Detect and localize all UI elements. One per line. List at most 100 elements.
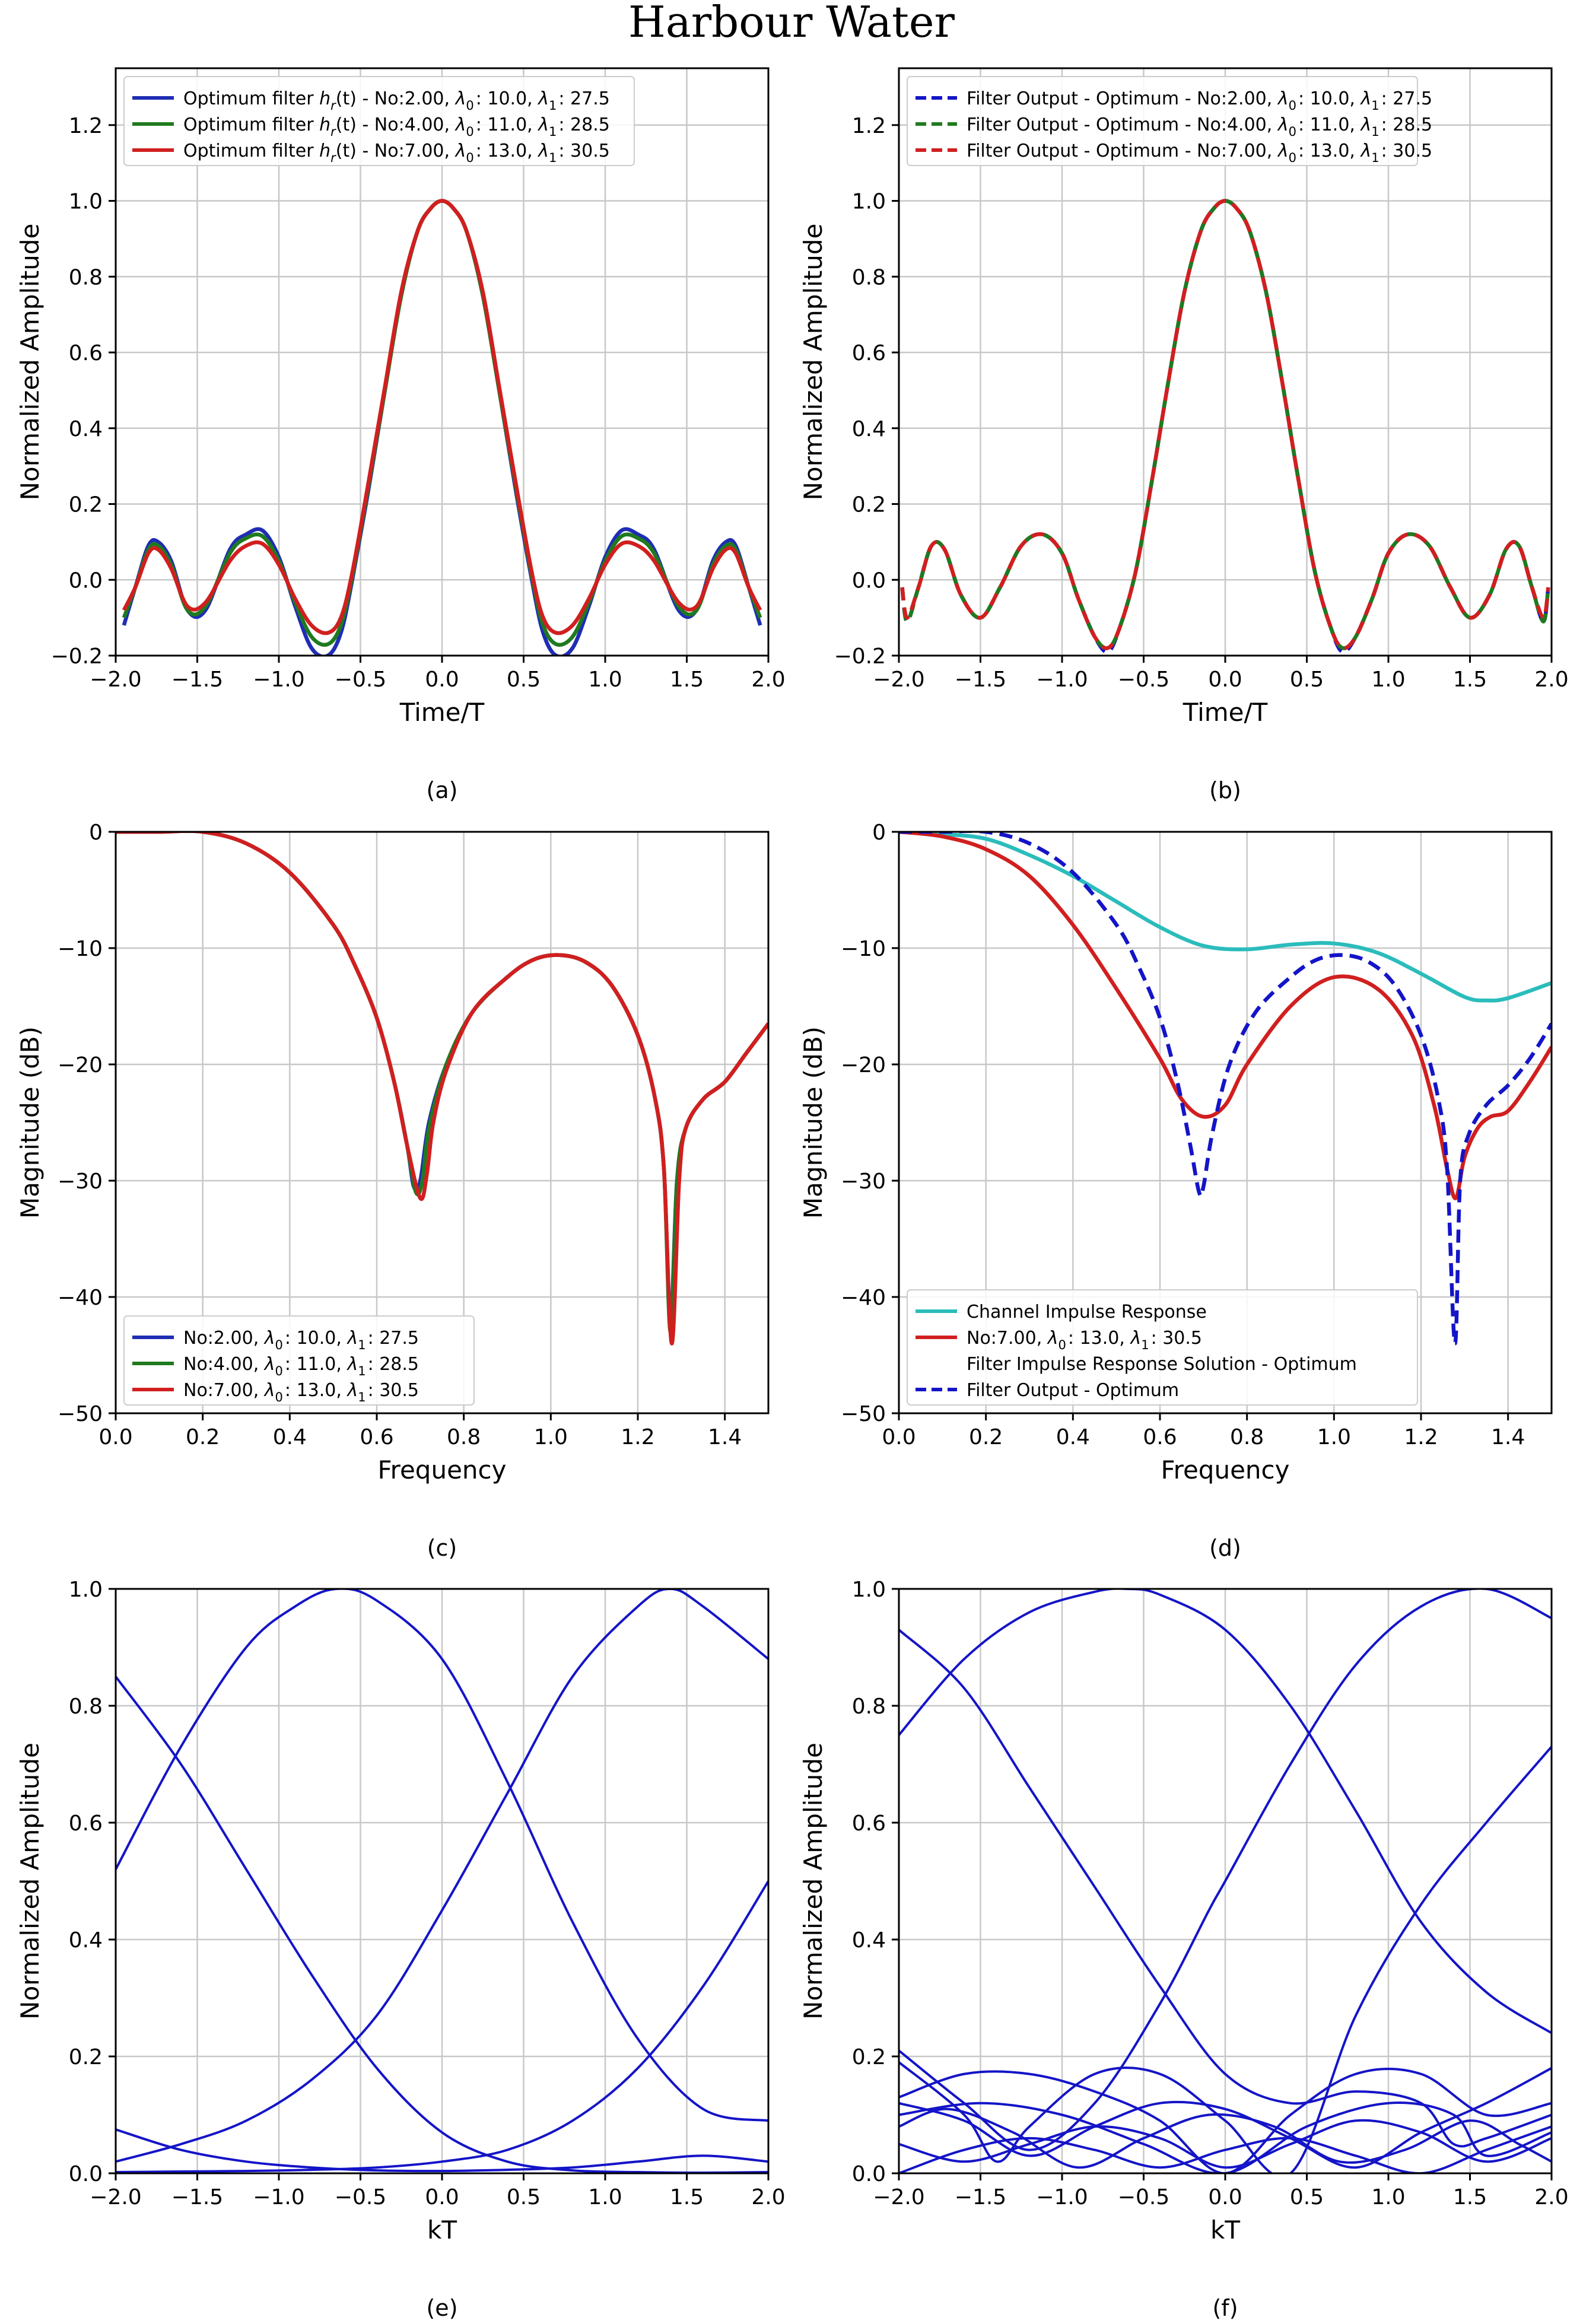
legend-box xyxy=(907,1289,1418,1406)
y-tick-label: 1.0 xyxy=(852,190,886,214)
y-tick-label: −50 xyxy=(58,1402,103,1426)
series-line-f-3 xyxy=(899,1589,1552,2151)
legend-label: Channel Impulse Response xyxy=(967,1302,1207,1322)
y-tick-label: 0.0 xyxy=(69,568,103,593)
axes-frame xyxy=(115,831,770,1414)
panel-caption: (c) xyxy=(427,1535,457,1561)
series-line-e-5 xyxy=(116,1880,768,2173)
x-tick-label: −2.0 xyxy=(90,2185,141,2209)
x-tick-label: 1.4 xyxy=(708,1425,742,1449)
series-group xyxy=(122,199,762,656)
y-tick-label: 0 xyxy=(89,821,103,845)
x-tick-label: −1.0 xyxy=(253,2185,304,2209)
x-tick-label: 0.8 xyxy=(447,1425,481,1449)
x-tick-label: 1.4 xyxy=(1491,1425,1525,1449)
x-tick-label: 0.5 xyxy=(1290,667,1324,692)
legend: Channel Impulse Response No:7.00, λ0 : 13… xyxy=(907,1289,1418,1406)
y-tick-label: 0.6 xyxy=(852,1811,886,1836)
series-line-f-1 xyxy=(899,1589,1552,2034)
y-tick-label: 0.2 xyxy=(852,2045,886,2069)
series-line-e-2 xyxy=(116,1589,768,2122)
x-axis-label: kT xyxy=(1210,2215,1240,2244)
series-line-f-9 xyxy=(899,2119,1552,2169)
series-line-b-3 xyxy=(900,199,1550,650)
legend-label: Optimum filter hr(t) - No:4.00, λ0 : 11.… xyxy=(183,115,610,139)
legend-label: No:2.00, λ0 : 10.0, λ1 : 27.5 xyxy=(183,1328,419,1352)
y-tick-label: 1.2 xyxy=(852,114,886,138)
x-tick-label: 0.0 xyxy=(425,667,459,692)
x-tick-label: 1.0 xyxy=(1317,1425,1351,1449)
y-axis-label: Normalized Amplitude xyxy=(799,224,828,501)
legend-label: Optimum filter hr(t) - No:7.00, λ0 : 13.… xyxy=(183,141,610,165)
chart-panel-d: 0.0 0.2 0.4 0.6 0.8 1.0 1.2 1.4 −50 −40 −30 −20 −10 0… xyxy=(799,821,1553,1561)
x-tick-label: 0.4 xyxy=(273,1425,307,1449)
legend-label: Filter Output - Optimum - No:7.00, λ0 : … xyxy=(967,141,1432,165)
x-tick-label: 0.6 xyxy=(360,1425,393,1449)
y-tick-label: 0.8 xyxy=(852,265,886,290)
x-tick-label: 1.2 xyxy=(621,1425,654,1449)
y-tick-label: 0.4 xyxy=(852,1928,886,1953)
x-tick-label: 0.8 xyxy=(1230,1425,1264,1449)
chart-panel-e: −2.0 −1.5 −1.0 −0.5 0.0 0.5 1.0 1.5 2.0 0.0 0.2 0.4… xyxy=(15,1578,786,2321)
x-tick-label: 0.0 xyxy=(425,2185,459,2209)
y-tick-label: 0.8 xyxy=(852,1694,886,1719)
x-tick-label: −1.5 xyxy=(171,667,223,692)
series-line-d-1 xyxy=(899,832,1552,1003)
y-tick-label: 1.2 xyxy=(69,114,103,138)
series-group xyxy=(899,1589,1552,2173)
legend-box xyxy=(123,1315,475,1406)
y-tick-label: 0.6 xyxy=(852,341,886,365)
x-tick-label: −2.0 xyxy=(873,667,924,692)
y-tick-label: −10 xyxy=(841,937,886,961)
legend-box xyxy=(907,76,1418,166)
series-group xyxy=(900,199,1550,654)
chart-panel-f: −2.0 −1.5 −1.0 −0.5 0.0 0.5 1.0 1.5 2.0 0.0 0.2 0.4… xyxy=(799,1578,1569,2321)
panel-caption: (e) xyxy=(426,2295,457,2321)
x-tick-label: −0.5 xyxy=(335,667,386,692)
panel-caption: (f) xyxy=(1212,2295,1238,2321)
x-axis-label: Time/T xyxy=(1183,698,1268,727)
x-axis-label: kT xyxy=(427,2215,457,2244)
x-tick-label: −0.5 xyxy=(1118,667,1169,692)
y-tick-label: 0.6 xyxy=(69,341,103,365)
x-tick-label: 1.0 xyxy=(1371,2185,1405,2209)
series-group xyxy=(116,832,768,1346)
panel-caption: (d) xyxy=(1209,1535,1241,1561)
x-tick-label: −1.0 xyxy=(1036,667,1088,692)
y-tick-label: −20 xyxy=(841,1053,886,1077)
legend-box xyxy=(123,76,635,166)
series-line-e-1 xyxy=(116,1676,768,2173)
y-tick-label: 0.2 xyxy=(69,493,103,517)
axes-frame xyxy=(898,831,1553,1414)
series-group xyxy=(899,832,1552,1346)
legend-label: No:7.00, λ0 : 13.0, λ1 : 30.5 xyxy=(183,1380,419,1404)
x-tick-label: 1.2 xyxy=(1404,1425,1438,1449)
x-tick-label: 0.5 xyxy=(507,667,541,692)
y-tick-label: 0.8 xyxy=(69,1694,103,1719)
y-tick-label: −20 xyxy=(58,1053,103,1077)
y-tick-label: −30 xyxy=(58,1169,103,1194)
x-tick-label: 1.5 xyxy=(670,2185,704,2209)
y-tick-label: 0.6 xyxy=(69,1811,103,1836)
y-tick-label: −30 xyxy=(841,1169,886,1194)
legend-label: No:7.00, λ0 : 13.0, λ1 : 30.5 xyxy=(967,1328,1202,1352)
x-tick-label: 0.0 xyxy=(1208,667,1242,692)
legend-label: Filter Output - Optimum - No:2.00, λ0 : … xyxy=(967,88,1432,113)
x-tick-label: −1.5 xyxy=(955,667,1006,692)
x-tick-label: 2.0 xyxy=(751,667,785,692)
y-tick-label: −10 xyxy=(58,937,103,961)
x-tick-label: 1.0 xyxy=(1371,667,1405,692)
legend: No:2.00, λ0 : 10.0, λ1 : 27.5No:4.00, λ0… xyxy=(123,1315,475,1406)
series-line-d-2 xyxy=(899,832,1552,1200)
x-tick-label: −0.5 xyxy=(1118,2185,1169,2209)
y-tick-label: 0.0 xyxy=(852,568,886,593)
x-tick-label: 0.6 xyxy=(1143,1425,1177,1449)
x-tick-label: −1.0 xyxy=(1036,2185,1088,2209)
y-tick-label: 0.2 xyxy=(69,2045,103,2069)
y-tick-label: 1.0 xyxy=(852,1578,886,1602)
x-tick-label: −1.5 xyxy=(171,2185,223,2209)
x-tick-label: 2.0 xyxy=(1534,2185,1568,2209)
y-axis-label: Magnitude (dB) xyxy=(15,1026,44,1219)
x-axis-label: Time/T xyxy=(399,698,485,727)
